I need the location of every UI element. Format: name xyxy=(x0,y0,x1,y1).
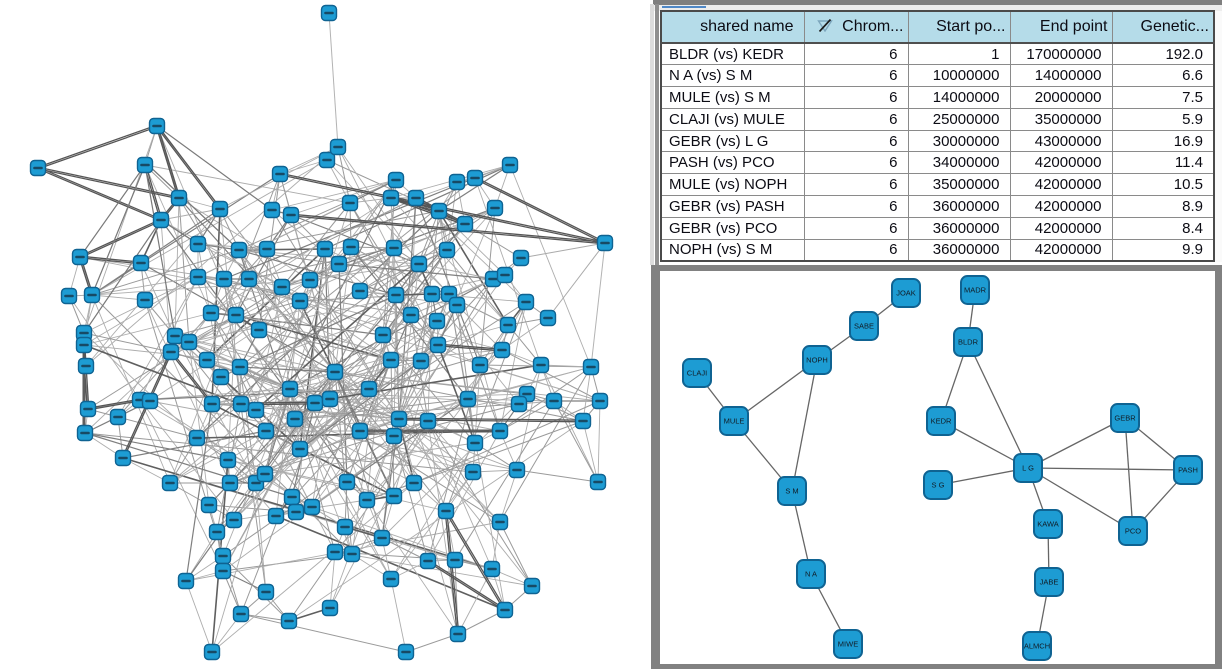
svg-text:ALMCH: ALMCH xyxy=(1024,642,1050,651)
svg-text:MIWE: MIWE xyxy=(838,640,858,649)
svg-text:NOPH: NOPH xyxy=(806,356,828,365)
svg-text:S G: S G xyxy=(932,481,945,490)
svg-text:S M: S M xyxy=(785,487,798,496)
svg-text:L G: L G xyxy=(1022,464,1034,473)
svg-text:CLAJI: CLAJI xyxy=(687,369,707,378)
svg-text:MULE: MULE xyxy=(724,417,745,426)
svg-text:KAWA: KAWA xyxy=(1037,520,1059,529)
svg-text:KEDR: KEDR xyxy=(931,417,952,426)
svg-text:SABE: SABE xyxy=(854,322,874,331)
svg-text:JABE: JABE xyxy=(1040,578,1059,587)
svg-text:N A: N A xyxy=(805,570,817,579)
svg-text:PASH: PASH xyxy=(1178,466,1198,475)
svg-text:JOAK: JOAK xyxy=(896,289,916,298)
svg-text:MADR: MADR xyxy=(964,286,987,295)
svg-text:GEBR: GEBR xyxy=(1114,414,1136,423)
svg-text:PCO: PCO xyxy=(1125,527,1141,536)
svg-text:BLDR: BLDR xyxy=(958,338,979,347)
